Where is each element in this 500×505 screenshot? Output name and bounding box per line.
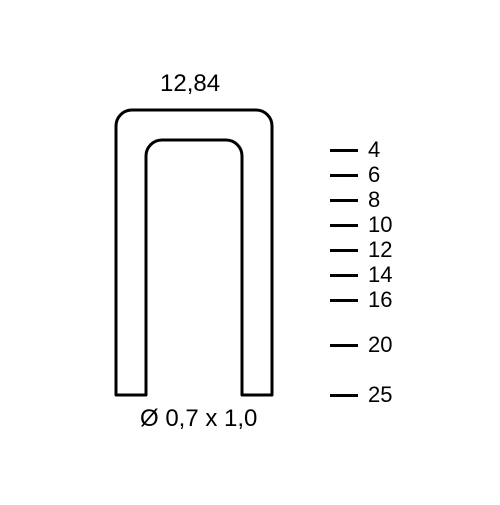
scale-tick [330,174,358,177]
scale-label: 25 [368,382,392,408]
scale-label: 6 [368,162,380,188]
diagram-canvas: 12,84 Ø 0,7 x 1,0 46810121416 20 25 [0,0,500,500]
scale-tick [330,199,358,202]
scale-tick [330,249,358,252]
scale-label: 14 [368,262,392,288]
scale-tick [330,224,358,227]
width-dimension-label: 12,84 [160,70,220,98]
scale-label: 8 [368,187,380,213]
scale-label: 12 [368,237,392,263]
scale-label: 4 [368,137,380,163]
scale-tick [330,299,358,302]
scale-label: 16 [368,287,392,313]
scale-tick [330,149,358,152]
scale-tick [330,274,358,277]
scale-tick [330,394,358,397]
scale-label: 10 [368,212,392,238]
wire-diameter-label: Ø 0,7 x 1,0 [140,405,257,433]
scale-tick [330,344,358,347]
scale-label: 20 [368,332,392,358]
